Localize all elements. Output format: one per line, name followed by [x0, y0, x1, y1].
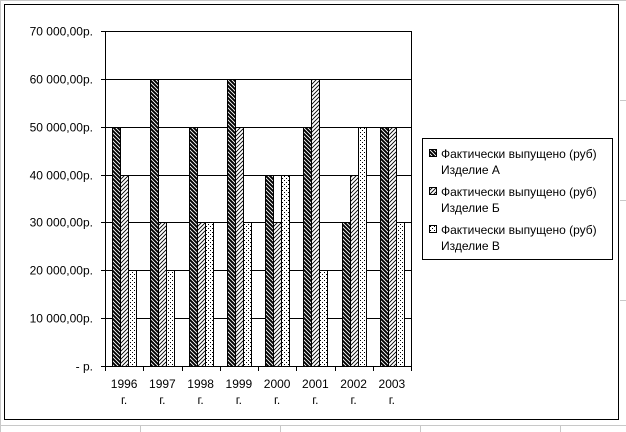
- x-tick-label: г.: [236, 393, 242, 407]
- y-tick-label: 40 000,00р.: [30, 169, 93, 183]
- bar-series-2[interactable]: [273, 222, 282, 367]
- bars: [112, 79, 405, 367]
- legend-label: Изделие Б: [441, 201, 500, 215]
- bar-series-3[interactable]: [243, 222, 252, 367]
- legend-swatch: [429, 149, 437, 157]
- x-tick-label: г.: [121, 393, 127, 407]
- legend-label: Изделие А: [441, 163, 500, 177]
- bar-series-2[interactable]: [158, 222, 167, 367]
- bar-series-2[interactable]: [350, 175, 359, 367]
- x-tick-label: г.: [389, 393, 395, 407]
- bar-series-2[interactable]: [120, 175, 129, 367]
- x-tick-label: 1998: [187, 377, 214, 391]
- bar-series-3[interactable]: [166, 270, 175, 367]
- y-tick-label: 60 000,00р.: [30, 73, 93, 87]
- legend-frame: [422, 138, 613, 260]
- bar-series-3[interactable]: [281, 175, 290, 367]
- bar-series-3[interactable]: [319, 270, 328, 367]
- x-tick-label: г.: [198, 393, 204, 407]
- x-tick-label: 2001: [302, 377, 329, 391]
- x-tick-label: 1999: [226, 377, 253, 391]
- bar-series-3[interactable]: [128, 270, 137, 367]
- x-axis: 1996 г. 1997 г. 1998 г. 1999 г. 2000 г. 2001 г. 2002…: [105, 366, 412, 407]
- bar-series-2[interactable]: [197, 222, 206, 367]
- legend-swatch: [429, 225, 437, 233]
- y-tick-label: 20 000,00р.: [30, 264, 93, 278]
- bar-series-3[interactable]: [396, 222, 405, 367]
- x-tick-label: 1997: [149, 377, 176, 391]
- bar-series-3[interactable]: [358, 127, 367, 367]
- bar-series-1[interactable]: [303, 127, 312, 367]
- x-tick-label: г.: [274, 393, 280, 407]
- bar-series-1[interactable]: [380, 127, 389, 367]
- y-tick-label: 70 000,00р.: [30, 25, 93, 39]
- legend-label: Фактически выпущено (руб): [441, 223, 597, 237]
- y-tick-label: - р.: [76, 360, 93, 374]
- x-tick-label: 2000: [264, 377, 291, 391]
- y-axis: - р. 10 000,00р. 20 000,00р. 30 000,00р. 40 …: [30, 25, 105, 374]
- y-tick-label: 50 000,00р.: [30, 121, 93, 135]
- y-tick-label: 10 000,00р.: [30, 312, 93, 326]
- legend[interactable]: Фактически выпущено (руб) Изделие А Фактич…: [422, 138, 613, 260]
- bar-series-3[interactable]: [205, 222, 214, 367]
- bar-series-1[interactable]: [189, 127, 198, 367]
- bar-series-1[interactable]: [342, 222, 351, 367]
- bar-series-1[interactable]: [265, 175, 274, 367]
- bar-series-2[interactable]: [311, 79, 320, 367]
- x-tick-label: г.: [351, 393, 357, 407]
- x-tick-label: 2002: [340, 377, 367, 391]
- bar-series-2[interactable]: [235, 127, 244, 367]
- legend-label: Фактически выпущено (руб): [441, 147, 597, 161]
- x-tick-label: г.: [159, 393, 165, 407]
- bar-series-1[interactable]: [227, 79, 236, 367]
- x-tick-label: г.: [312, 393, 318, 407]
- legend-swatch: [429, 187, 437, 195]
- y-tick-label: 30 000,00р.: [30, 216, 93, 230]
- bar-series-2[interactable]: [388, 127, 397, 367]
- bar-series-1[interactable]: [112, 127, 121, 367]
- x-tick-label: 1996: [111, 377, 138, 391]
- bar-series-1[interactable]: [150, 79, 159, 367]
- x-tick-label: 2003: [379, 377, 406, 391]
- legend-label: Изделие В: [441, 239, 500, 253]
- legend-label: Фактически выпущено (руб): [441, 185, 597, 199]
